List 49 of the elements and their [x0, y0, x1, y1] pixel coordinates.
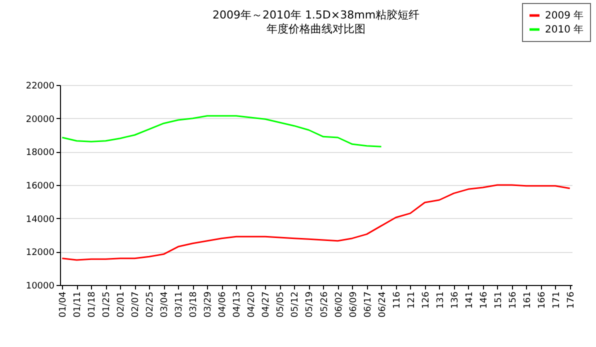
x-tick-label: 166 — [537, 291, 548, 309]
chart-subtitle: 年度价格曲线对比图 — [266, 22, 366, 36]
x-tick-label: 136 — [450, 291, 460, 309]
x-tick-label: 03/04 — [160, 291, 170, 318]
x-tick-label: 156 — [508, 291, 518, 309]
line-series — [61, 115, 382, 148]
x-tick-label: 04/13 — [232, 292, 243, 318]
x-tick-label: 01/18 — [88, 291, 98, 318]
x-tick-label: 01/04 — [58, 291, 69, 318]
x-tick-label: 02/25 — [146, 292, 156, 318]
y-tick-label: 12000 — [26, 248, 55, 258]
x-tick-label: 06/09 — [348, 291, 359, 318]
legend-label: 2010 年 — [545, 24, 584, 36]
y-tick-label: 20000 — [26, 114, 55, 125]
line-series — [61, 184, 571, 261]
chart-title: 2009年～2010年 1.5D×38mm粘胶短纤 — [212, 8, 420, 22]
x-tick-label: 02/07 — [131, 292, 142, 318]
x-tick-label: 05/05 — [276, 292, 286, 318]
x-tick-label: 141 — [464, 292, 475, 309]
x-tick-label: 04/20 — [247, 291, 258, 318]
x-tick-label: 171 — [552, 292, 562, 309]
y-tick-label: 16000 — [26, 182, 55, 192]
x-tick-label: 151 — [494, 292, 504, 309]
x-tick-label: 03/18 — [189, 291, 200, 318]
x-tick-label: 116 — [392, 291, 402, 309]
legend-label: 2009 年 — [545, 10, 584, 22]
x-tick-label: 05/12 — [290, 292, 301, 318]
x-tick-label: 131 — [436, 292, 446, 309]
x-tick-label: 06/02 — [334, 292, 344, 318]
x-tick-label: 04/27 — [262, 292, 272, 318]
x-tick-label: 01/25 — [102, 292, 112, 318]
x-tick-label: 121 — [406, 292, 417, 309]
y-tick-label: 10000 — [26, 282, 55, 292]
x-tick-label: 02/01 — [116, 292, 127, 318]
y-tick-label: 14000 — [26, 214, 55, 225]
x-tick-label: 05/19 — [305, 291, 316, 318]
y-tick-label: 18000 — [26, 148, 55, 158]
x-tick-label: 161 — [522, 292, 533, 309]
x-tick-label: 06/24 — [378, 291, 388, 318]
x-tick-label: 05/26 — [320, 291, 330, 318]
x-tick-label: 06/17 — [363, 292, 374, 318]
x-tick-label: 03/11 — [174, 292, 185, 318]
x-tick-label: 126 — [421, 291, 432, 309]
y-tick-label: 22000 — [26, 82, 55, 92]
x-tick-label: 146 — [479, 291, 490, 309]
x-tick-label: 03/29 — [204, 291, 214, 318]
x-tick-label: 04/06 — [218, 291, 228, 318]
x-tick-label: 01/11 — [73, 292, 84, 318]
x-tick-label: 176 — [566, 291, 576, 309]
